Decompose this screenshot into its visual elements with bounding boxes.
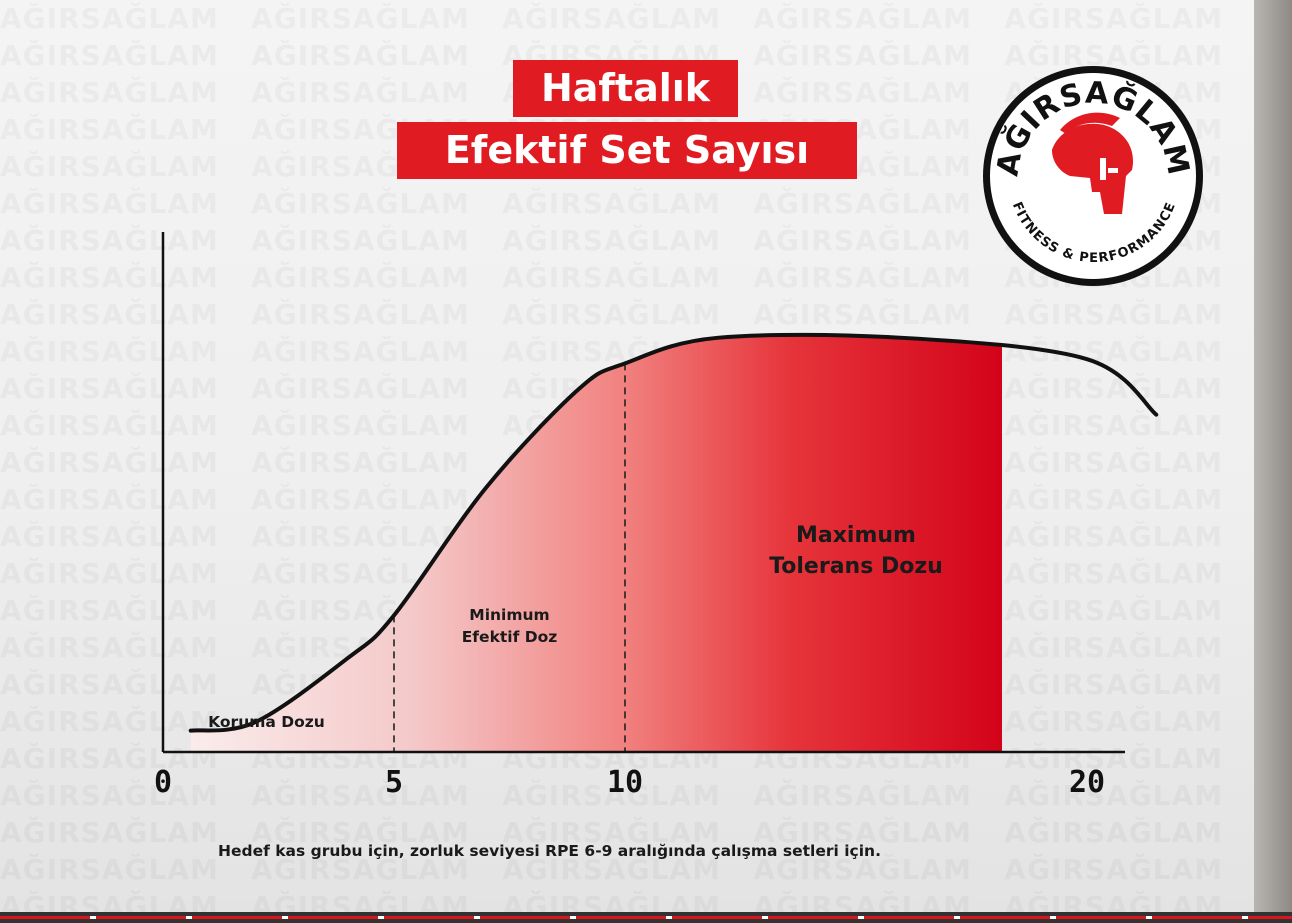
zone-label: Koruma Dozu — [208, 713, 325, 731]
footnote: Hedef kas grubu için, zorluk seviyesi RP… — [218, 842, 881, 860]
x-tick-label: 20 — [1069, 765, 1105, 800]
title-line-1: Haftalık — [513, 60, 738, 117]
x-tick-label: 10 — [607, 765, 643, 800]
title-line-2: Efektif Set Sayısı — [397, 122, 857, 179]
chart-curve-line — [188, 332, 1159, 733]
screen-edge — [1254, 0, 1292, 923]
slide: AĞIRSAĞLAM AĞIRSAĞLAM AĞIRSAĞLAM AĞIRSAĞ… — [0, 0, 1254, 912]
chart-area-fill — [190, 334, 1002, 752]
chart: 0 5 10 20 Koruma Dozu Minimum Efektif Doz Maxi… — [154, 232, 1159, 800]
zone-label: Maximum Tolerans Dozu — [769, 523, 943, 579]
zone-label: Minimum Efektif Doz — [462, 606, 558, 646]
bottom-strip — [0, 912, 1292, 923]
x-tick-label: 0 — [154, 765, 172, 800]
x-tick-label: 5 — [385, 765, 403, 800]
